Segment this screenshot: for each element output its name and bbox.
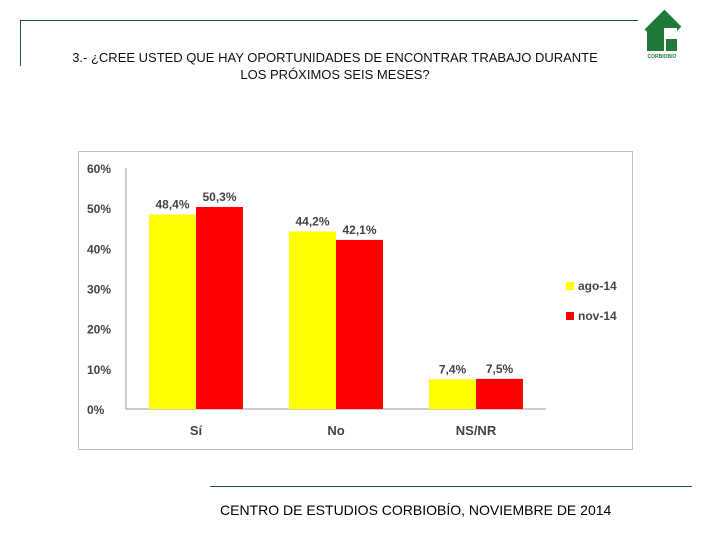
footer-rule bbox=[210, 486, 692, 487]
header-rule-left bbox=[20, 20, 21, 66]
y-tick-label: 0% bbox=[87, 403, 105, 417]
legend-label: ago-14 bbox=[578, 279, 617, 293]
chart-container: 0% 10% 20% 30% 40% 50% 60% 48,4% 50,3% Sí 44,2% 42,… bbox=[78, 151, 633, 450]
data-label: 50,3% bbox=[202, 190, 236, 204]
header-rule bbox=[20, 20, 638, 21]
x-tick-label: No bbox=[327, 423, 344, 438]
corbiobio-logo: CORBIOBIO bbox=[644, 9, 682, 60]
data-label: 44,2% bbox=[295, 214, 329, 228]
data-label: 7,5% bbox=[486, 362, 514, 376]
y-tick-label: 60% bbox=[87, 162, 111, 176]
title-line-1: 3.- ¿CREE USTED QUE HAY OPORTUNIDADES DE… bbox=[72, 50, 598, 65]
bar-nov-14 bbox=[336, 239, 383, 409]
bar-nov-14 bbox=[196, 206, 243, 409]
y-tick-label: 50% bbox=[87, 202, 111, 216]
y-tick-label: 10% bbox=[87, 363, 111, 377]
data-label: 42,1% bbox=[342, 223, 376, 237]
footer-text: CENTRO DE ESTUDIOS CORBIOBÍO, NOVIEMBRE … bbox=[220, 502, 612, 518]
legend-swatch-nov-14 bbox=[566, 312, 574, 320]
legend-swatch-ago-14 bbox=[566, 282, 574, 290]
bar-ago-14 bbox=[429, 379, 476, 409]
logo-text: CORBIOBIO bbox=[648, 54, 677, 60]
data-label: 48,4% bbox=[155, 198, 189, 212]
title-line-2: LOS PRÓXIMOS SEIS MESES? bbox=[240, 67, 430, 82]
bar-nov-14 bbox=[476, 378, 523, 409]
legend-label: nov-14 bbox=[578, 309, 617, 323]
y-tick-label: 30% bbox=[87, 283, 111, 297]
y-tick-label: 20% bbox=[87, 323, 111, 337]
bar-ago-14 bbox=[149, 214, 196, 409]
x-tick-label: NS/NR bbox=[456, 423, 497, 438]
x-tick-label: Sí bbox=[190, 423, 203, 438]
data-label: 7,4% bbox=[439, 362, 467, 376]
page-title: 3.- ¿CREE USTED QUE HAY OPORTUNIDADES DE… bbox=[30, 49, 640, 83]
bar-chart: 0% 10% 20% 30% 40% 50% 60% 48,4% 50,3% Sí 44,2% 42,… bbox=[87, 162, 617, 438]
bar-ago-14 bbox=[289, 231, 336, 409]
y-tick-label: 40% bbox=[87, 242, 111, 256]
